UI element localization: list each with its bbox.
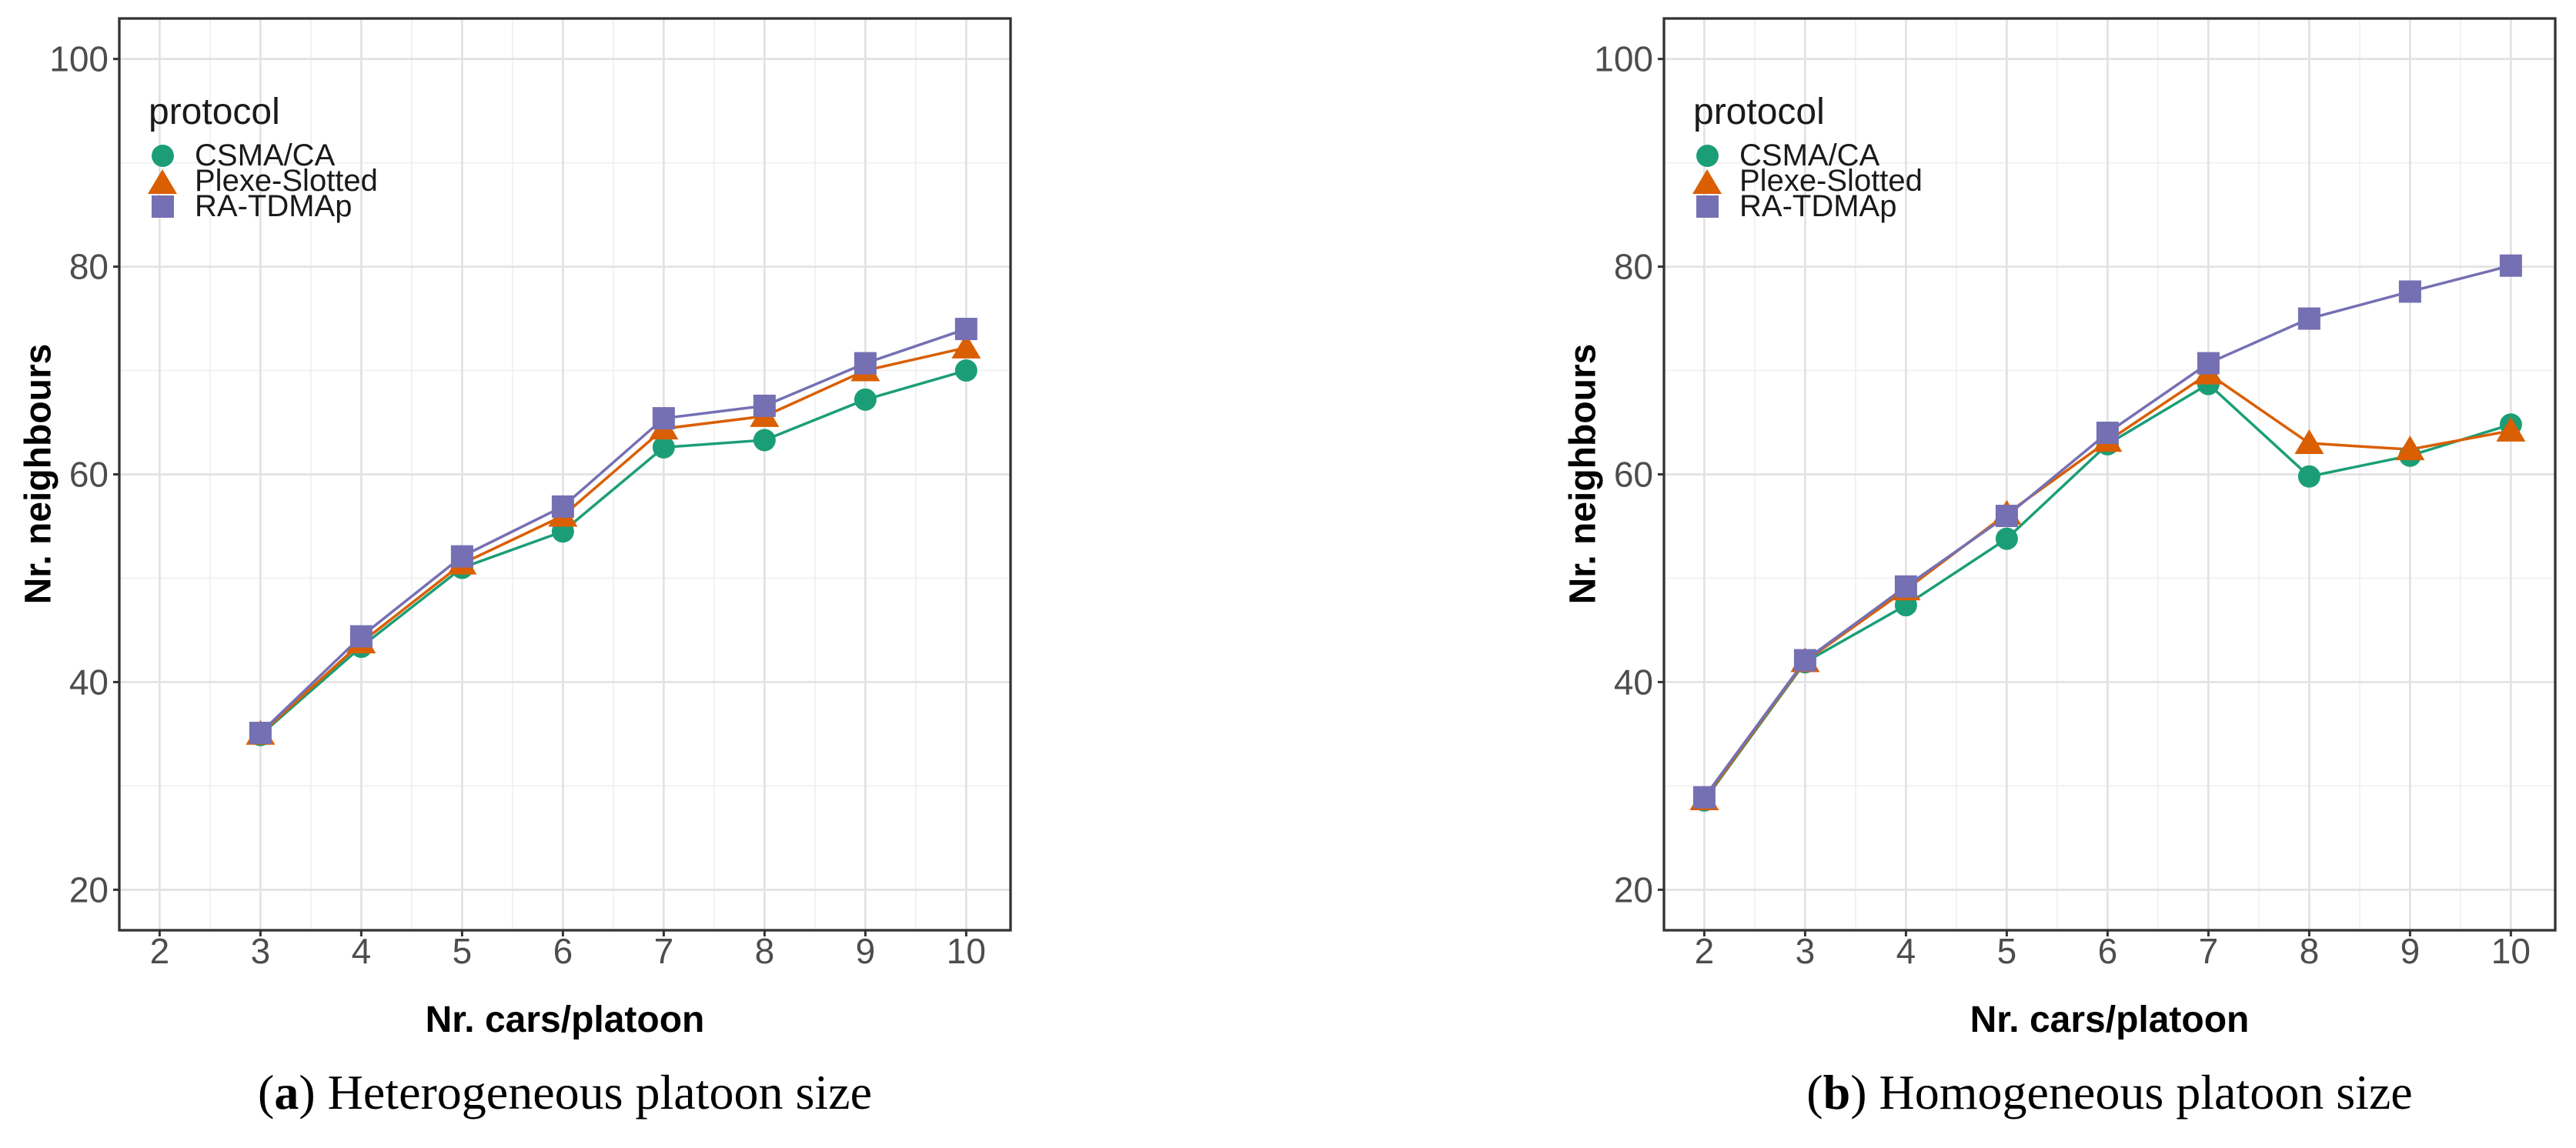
data-point-csma-ca bbox=[753, 429, 776, 452]
data-point-ra-tdmap bbox=[551, 495, 574, 518]
legend-label: CSMA/CA bbox=[1739, 138, 1880, 172]
data-point-ra-tdmap bbox=[1894, 575, 1917, 598]
y-tick-label: 60 bbox=[69, 455, 109, 495]
data-point-ra-tdmap bbox=[2297, 307, 2320, 330]
y-tick-label: 40 bbox=[1614, 662, 1653, 702]
x-tick-label: 4 bbox=[1896, 931, 1916, 971]
data-point-ra-tdmap bbox=[249, 722, 272, 745]
series-line-ra-tdmap bbox=[259, 327, 967, 734]
series-line-plexe-slotted bbox=[259, 346, 967, 736]
data-point-ra-tdmap bbox=[1995, 504, 2018, 527]
x-tick-label: 10 bbox=[947, 931, 986, 971]
x-tick-label: 5 bbox=[453, 931, 473, 971]
data-point-ra-tdmap bbox=[2197, 352, 2220, 375]
y-tick-label: 100 bbox=[1594, 39, 1653, 79]
legend-item-ra-tdmap: RA-TDMAp bbox=[149, 189, 378, 223]
x-tick-label: 8 bbox=[755, 931, 775, 971]
data-point-plexe-slotted bbox=[2395, 436, 2425, 461]
y-tick-label: 100 bbox=[49, 39, 109, 79]
y-tick-label: 80 bbox=[1614, 247, 1653, 287]
legend-item-csma-ca: CSMA/CA bbox=[149, 138, 378, 172]
triangle-marker-icon bbox=[1692, 169, 1722, 194]
series-line-csma-ca bbox=[259, 369, 967, 736]
x-tick-label: 9 bbox=[856, 931, 876, 971]
data-point-ra-tdmap bbox=[1692, 786, 1716, 809]
x-tick-label: 3 bbox=[1796, 931, 1816, 971]
y-tick-label: 60 bbox=[1614, 455, 1653, 495]
data-point-csma-ca bbox=[652, 436, 675, 459]
legend-label: Plexe-Slotted bbox=[1739, 164, 1923, 198]
y-axis-title-a: Nr. neighbours bbox=[18, 343, 59, 605]
triangle-marker-icon bbox=[148, 169, 177, 194]
x-tick-label: 2 bbox=[150, 931, 170, 971]
legend-label: Plexe-Slotted bbox=[195, 164, 378, 198]
data-point-ra-tdmap bbox=[753, 394, 776, 417]
y-axis-title-b: Nr. neighbours bbox=[1562, 343, 1604, 605]
legend-title: protocol bbox=[1693, 92, 1825, 132]
legend-item-ra-tdmap: RA-TDMAp bbox=[1693, 189, 1923, 223]
caption-a: (a) Heterogeneous platoon size bbox=[258, 1065, 872, 1120]
x-tick-label: 8 bbox=[2300, 931, 2320, 971]
data-point-ra-tdmap bbox=[2499, 254, 2522, 277]
legend-label: RA-TDMAp bbox=[1739, 189, 1897, 223]
x-tick-label: 4 bbox=[352, 931, 372, 971]
legend-item-plexe-slotted: Plexe-Slotted bbox=[148, 164, 378, 198]
data-point-plexe-slotted bbox=[2496, 416, 2526, 442]
x-tick-label: 5 bbox=[1997, 931, 2017, 971]
y-tick-label: 40 bbox=[69, 662, 109, 702]
data-point-ra-tdmap bbox=[450, 545, 473, 568]
caption-b: (b) Homogeneous platoon size bbox=[1806, 1065, 2413, 1120]
legend-title: protocol bbox=[149, 92, 280, 132]
legend-label: CSMA/CA bbox=[195, 138, 336, 172]
legend-label: RA-TDMAp bbox=[195, 189, 352, 223]
data-point-plexe-slotted bbox=[2294, 429, 2324, 455]
data-point-ra-tdmap bbox=[2096, 422, 2119, 445]
circle-marker-icon bbox=[149, 143, 176, 169]
x-tick-label: 7 bbox=[654, 931, 674, 971]
legend-item-plexe-slotted: Plexe-Slotted bbox=[1692, 164, 1923, 198]
x-tick-label: 3 bbox=[251, 931, 271, 971]
data-point-ra-tdmap bbox=[2398, 280, 2421, 303]
legend-item-csma-ca: CSMA/CA bbox=[1693, 138, 1923, 172]
x-axis-title-b: Nr. cars/platoon bbox=[1970, 999, 2250, 1040]
data-point-ra-tdmap bbox=[349, 625, 373, 648]
data-point-ra-tdmap bbox=[954, 318, 977, 341]
y-tick-label: 20 bbox=[1614, 869, 1653, 909]
data-point-csma-ca bbox=[854, 388, 877, 411]
data-point-ra-tdmap bbox=[1793, 649, 1816, 672]
legend-b: protocol CSMA/CA Plexe-Slotted RA-TDMAp bbox=[1692, 91, 1923, 223]
square-marker-icon bbox=[1693, 194, 1721, 219]
data-point-ra-tdmap bbox=[854, 352, 877, 375]
y-tick-label: 80 bbox=[69, 247, 109, 287]
circle-marker-icon bbox=[1693, 143, 1721, 169]
x-axis-title-a: Nr. cars/platoon bbox=[425, 999, 705, 1040]
square-marker-icon bbox=[149, 194, 176, 219]
x-tick-label: 6 bbox=[553, 931, 573, 971]
data-point-csma-ca bbox=[954, 359, 977, 382]
x-tick-label: 9 bbox=[2401, 931, 2421, 971]
x-tick-label: 10 bbox=[2491, 931, 2531, 971]
x-tick-label: 6 bbox=[2098, 931, 2118, 971]
x-tick-label: 2 bbox=[1695, 931, 1715, 971]
data-point-csma-ca bbox=[2297, 465, 2320, 488]
data-point-ra-tdmap bbox=[652, 407, 675, 430]
y-tick-label: 20 bbox=[69, 869, 109, 909]
legend-a: protocol CSMA/CA Plexe-Slotted RA-TDMAp bbox=[148, 91, 378, 223]
data-point-plexe-slotted bbox=[951, 333, 981, 359]
data-point-csma-ca bbox=[1995, 527, 2018, 550]
x-tick-label: 7 bbox=[2199, 931, 2219, 971]
